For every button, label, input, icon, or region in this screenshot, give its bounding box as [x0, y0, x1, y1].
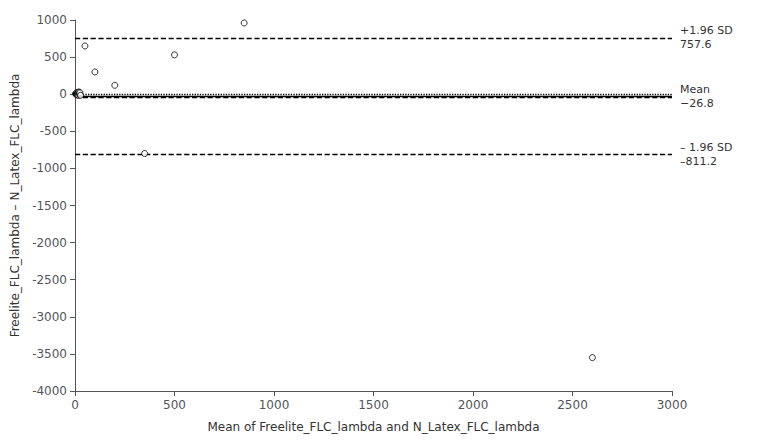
svg-text:−26.8: −26.8: [680, 97, 714, 110]
svg-text:500: 500: [44, 50, 67, 64]
svg-text:+1.96 SD: +1.96 SD: [680, 24, 733, 37]
svg-text:Freelite_FLC_lambda – N_Latex_: Freelite_FLC_lambda – N_Latex_FLC_lambda: [8, 74, 22, 338]
svg-text:–811.2: –811.2: [680, 155, 717, 168]
svg-text:0: 0: [71, 398, 79, 412]
svg-text:– 1.96 SD: – 1.96 SD: [680, 141, 732, 154]
svg-text:3000: 3000: [657, 398, 688, 412]
svg-text:Mean of Freelite_FLC_lambda an: Mean of Freelite_FLC_lambda and N_Latex_…: [207, 420, 539, 434]
svg-text:1500: 1500: [358, 398, 389, 412]
svg-text:-2000: -2000: [32, 236, 67, 250]
svg-text:-4000: -4000: [32, 384, 67, 398]
svg-text:-1000: -1000: [32, 161, 67, 175]
svg-text:-2500: -2500: [32, 273, 67, 287]
svg-text:757.6: 757.6: [680, 38, 712, 51]
svg-text:-3500: -3500: [32, 347, 67, 361]
svg-text:Mean: Mean: [680, 83, 710, 96]
svg-text:-3000: -3000: [32, 310, 67, 324]
svg-text:1000: 1000: [259, 398, 290, 412]
svg-text:2000: 2000: [458, 398, 489, 412]
svg-text:-1500: -1500: [32, 199, 67, 213]
svg-text:2500: 2500: [557, 398, 588, 412]
svg-text:500: 500: [163, 398, 186, 412]
svg-text:0: 0: [59, 87, 67, 101]
svg-text:-500: -500: [40, 124, 67, 138]
svg-text:1000: 1000: [36, 13, 67, 27]
